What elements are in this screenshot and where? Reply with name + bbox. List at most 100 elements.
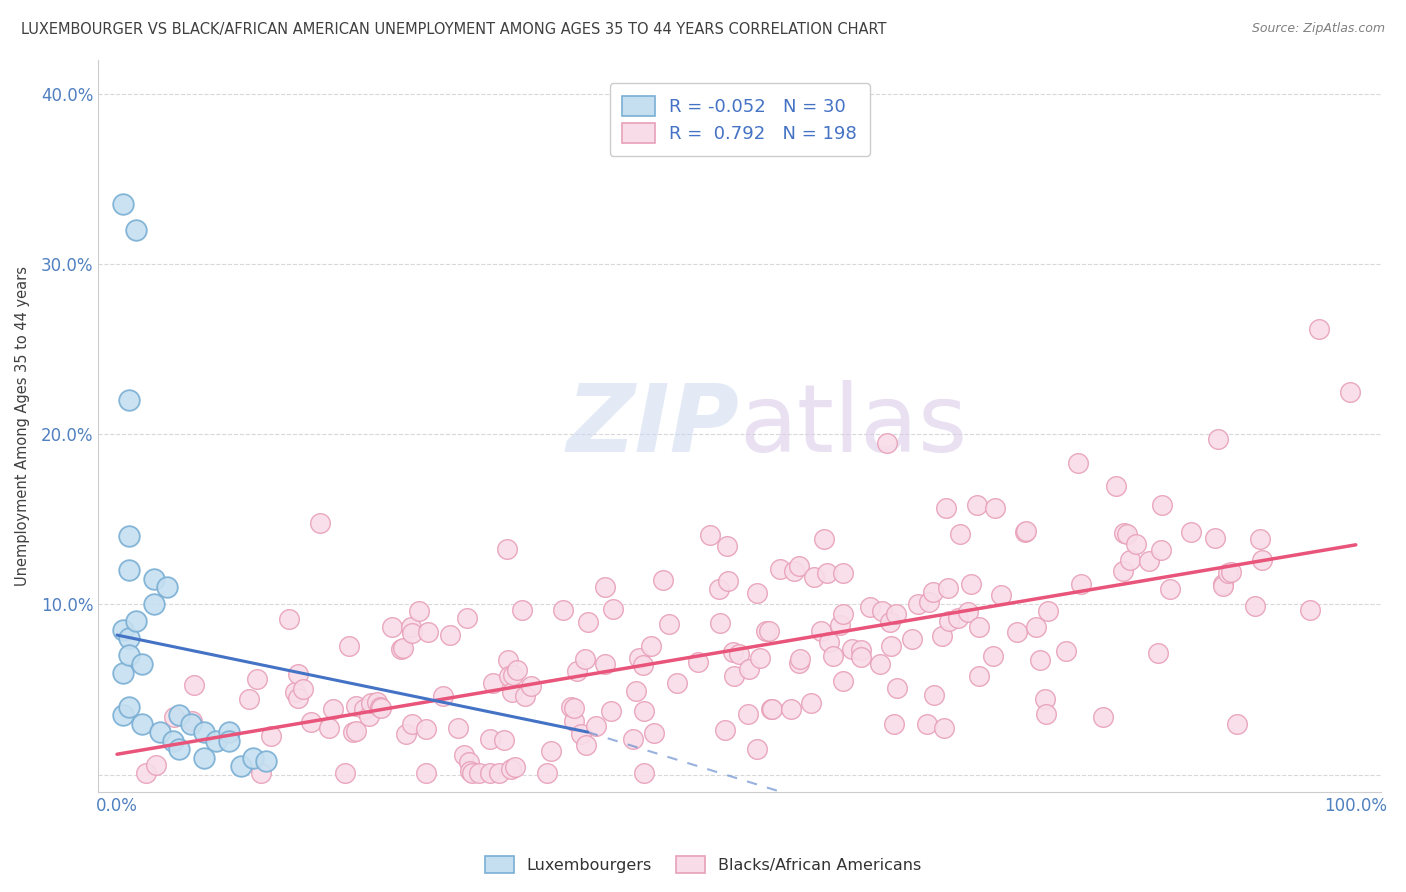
Point [931,629,953,643]
Point [949,526,972,541]
Point [759,702,782,716]
Point [633,704,655,718]
Point [602,602,624,616]
Point [640,640,662,654]
Point [506,663,529,677]
Point [1150,543,1173,558]
Point [761,702,783,716]
Point [218,725,240,739]
Point [131,716,153,731]
Point [167,742,190,756]
Point [1212,579,1234,593]
Point [738,662,761,676]
Point [468,766,491,780]
Point [1119,553,1142,567]
Point [1125,536,1147,550]
Point [789,559,811,574]
Point [1116,527,1139,541]
Point [651,573,673,587]
Point [562,714,585,729]
Point [828,618,851,632]
Point [229,759,252,773]
Point [631,657,654,672]
Point [936,581,959,595]
Point [536,766,558,780]
Point [291,682,314,697]
Point [870,604,893,618]
Point [956,605,979,619]
Text: LUXEMBOURGER VS BLACK/AFRICAN AMERICAN UNEMPLOYMENT AMONG AGES 35 TO 44 YEARS CO: LUXEMBOURGER VS BLACK/AFRICAN AMERICAN U… [21,22,887,37]
Point [366,695,388,709]
Point [758,624,780,639]
Point [886,681,908,695]
Point [143,598,166,612]
Point [392,640,415,655]
Point [1244,599,1267,614]
Point [849,650,872,665]
Point [415,722,437,736]
Point [112,665,135,680]
Point [565,665,588,679]
Point [359,708,381,723]
Point [990,588,1012,602]
Point [832,607,855,621]
Point [118,563,141,577]
Point [917,717,939,731]
Point [723,669,745,683]
Point [901,632,924,646]
Point [755,624,778,639]
Point [193,725,215,739]
Point [728,647,751,661]
Point [922,585,945,599]
Point [461,766,484,780]
Point [1299,603,1322,617]
Point [967,620,990,634]
Point [624,683,647,698]
Point [562,701,585,715]
Point [935,500,957,515]
Point [299,714,322,729]
Point [135,766,157,780]
Point [458,764,481,778]
Point [478,732,501,747]
Point [453,747,475,762]
Point [1150,498,1173,512]
Point [318,721,340,735]
Point [780,702,803,716]
Point [360,696,382,710]
Point [1035,706,1057,721]
Point [162,733,184,747]
Point [479,766,502,780]
Point [643,726,665,740]
Point [849,642,872,657]
Point [907,598,929,612]
Point [456,610,478,624]
Point [1180,525,1202,540]
Point [621,732,644,747]
Point [709,615,731,630]
Point [124,615,146,629]
Point [1211,576,1233,591]
Point [337,639,360,653]
Point [948,611,970,625]
Point [574,652,596,666]
Point [984,500,1007,515]
Point [502,668,524,682]
Point [401,626,423,640]
Point [1251,553,1274,567]
Point [118,632,141,646]
Point [803,570,825,584]
Point [832,566,855,580]
Point [832,674,855,689]
Point [813,532,835,546]
Point [1014,525,1036,540]
Point [569,726,592,740]
Point [585,719,607,733]
Point [967,669,990,683]
Point [118,393,141,408]
Point [666,675,689,690]
Point [821,648,844,663]
Point [924,688,946,702]
Point [876,436,898,450]
Point [575,738,598,752]
